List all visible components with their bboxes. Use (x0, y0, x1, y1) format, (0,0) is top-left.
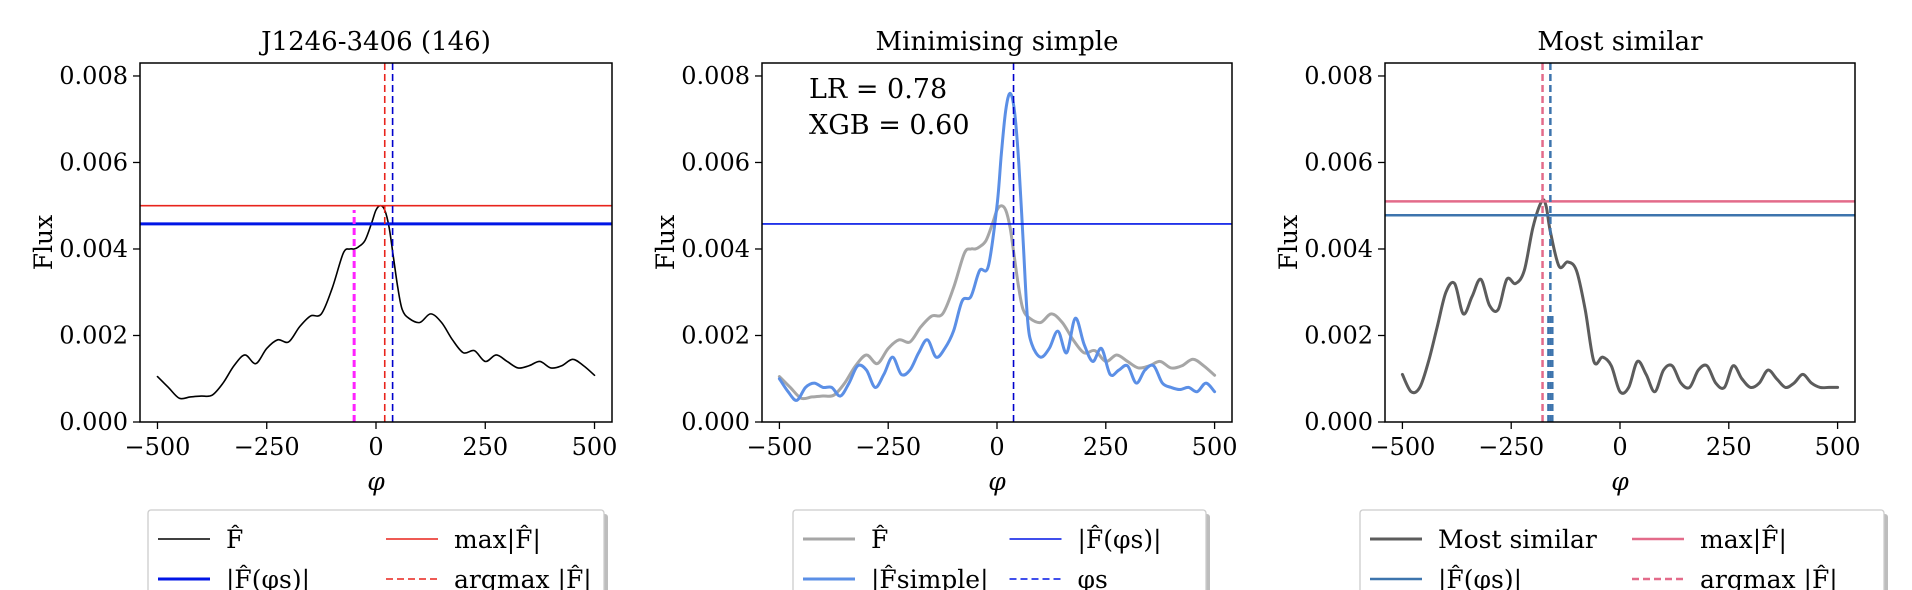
series-line-0 (1400, 198, 1840, 395)
annotation: LR = 0.78 (809, 74, 947, 105)
chart-title: J1246-3406 (146) (258, 27, 491, 57)
x-tick-label: 500 (1192, 433, 1238, 461)
legend-label: argmax |F̂| (454, 565, 592, 590)
y-tick-label: 0.002 (59, 321, 128, 349)
x-tick-label: 250 (462, 433, 508, 461)
chart-title: Most similar (1537, 27, 1703, 57)
chart-panel-0: −500 −250 0 250 500 0.000 0.002 0.004 0.006 0.008… (29, 27, 617, 590)
x-axis-label: φ (1611, 467, 1629, 496)
legend: Most similar max|F̂| |F̂(φs)| argmax |F̂| (1359, 509, 1888, 590)
legend-label: |F̂simple| (871, 565, 989, 590)
y-tick-label: 0.006 (59, 148, 128, 176)
y-tick-label: 0.004 (1304, 235, 1373, 263)
y-axis-label: Flux (651, 215, 680, 271)
x-tick-label: −250 (855, 433, 921, 461)
legend-label: |F̂(φs)| (1438, 565, 1522, 590)
legend-label: φs (1078, 565, 1108, 590)
chart-panel-1: −500 −250 0 250 500 0.000 0.002 0.004 0.006 0.008… (651, 27, 1237, 590)
series-line-0 (156, 204, 596, 400)
plot-area (1385, 63, 1855, 422)
y-axis-label: Flux (1274, 215, 1303, 271)
y-tick-label: 0.008 (1304, 62, 1373, 90)
y-tick-label: 0.008 (681, 62, 750, 90)
legend-label: Most similar (1438, 525, 1597, 554)
legend-label: argmax |F̂| (1700, 565, 1838, 590)
x-axis-label: φ (367, 467, 385, 496)
y-tick-label: 0.006 (681, 148, 750, 176)
chart-title: Minimising simple (876, 27, 1119, 57)
y-tick-label: 0.000 (1304, 408, 1373, 436)
x-tick-label: −500 (125, 433, 191, 461)
axes-frame (1384, 62, 1856, 423)
legend-label: F̂ (226, 525, 243, 554)
legend-label: max|F̂| (1700, 525, 1787, 555)
x-tick-label: −250 (234, 433, 300, 461)
plot-area (762, 63, 1232, 422)
legend-label: |F̂(φs)| (1078, 525, 1162, 555)
y-tick-label: 0.004 (681, 235, 750, 263)
legend: F̂ max|F̂| |F̂(φs)| argmax |F̂| (147, 509, 608, 590)
legend-box (1359, 509, 1885, 590)
x-tick-label: 500 (572, 433, 618, 461)
x-tick-label: 250 (1706, 433, 1752, 461)
y-tick-label: 0.002 (1304, 321, 1373, 349)
x-tick-label: 0 (989, 433, 1004, 461)
annotation: XGB = 0.60 (809, 110, 970, 141)
axes-frame (139, 62, 613, 423)
x-tick-label: 500 (1815, 433, 1861, 461)
x-tick-label: 0 (368, 433, 383, 461)
legend: F̂ |F̂(φs)| |F̂simple| φs (792, 509, 1210, 590)
x-tick-label: 250 (1083, 433, 1129, 461)
series-line-1 (777, 91, 1217, 402)
legend-label: F̂ (871, 525, 888, 554)
y-tick-label: 0.000 (59, 408, 128, 436)
chart-panel-2: −500 −250 0 250 500 0.000 0.002 0.004 0.006 0.008… (1274, 27, 1888, 590)
y-tick-label: 0.006 (1304, 148, 1373, 176)
x-tick-label: −250 (1478, 433, 1544, 461)
y-tick-label: 0.008 (59, 62, 128, 90)
plot-area (140, 63, 612, 422)
x-tick-label: −500 (1369, 433, 1435, 461)
y-tick-label: 0.000 (681, 408, 750, 436)
x-tick-label: 0 (1612, 433, 1627, 461)
y-tick-label: 0.002 (681, 321, 750, 349)
legend-label: |F̂(φs)| (226, 565, 310, 590)
x-axis-label: φ (988, 467, 1006, 496)
legend-label: max|F̂| (454, 525, 541, 555)
legend-box (147, 509, 605, 590)
legend-box (792, 509, 1207, 590)
y-tick-label: 0.004 (59, 235, 128, 263)
x-tick-label: −500 (746, 433, 812, 461)
series-line-0 (777, 204, 1217, 401)
y-axis-label: Flux (29, 215, 58, 271)
